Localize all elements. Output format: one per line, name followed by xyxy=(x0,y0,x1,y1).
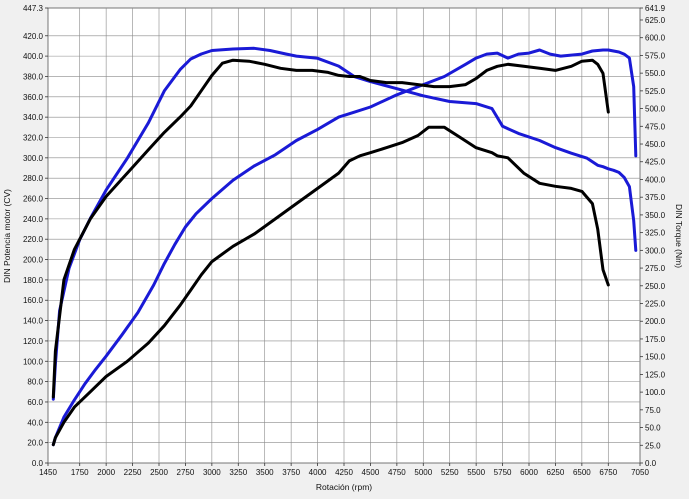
series-line-3 xyxy=(51,58,610,399)
y-right-tick-label: 500.0 xyxy=(645,105,666,114)
x-tick-label: 4750 xyxy=(388,468,406,477)
y-right-tick-label: 100.0 xyxy=(645,388,666,397)
y-right-tick-label: 25.0 xyxy=(645,441,661,450)
y-left-tick-label: 320.0 xyxy=(23,133,44,142)
y-right-tick-label: 250.0 xyxy=(645,282,666,291)
y-left-tick-label: 140.0 xyxy=(23,317,44,326)
x-axis-title: Rotación (rpm) xyxy=(316,482,372,492)
series-line-1 xyxy=(51,46,638,401)
y-right-tick-label: 625.0 xyxy=(645,16,666,25)
y-right-tick-label: 300.0 xyxy=(645,246,666,255)
y-left-tick-label: 60.0 xyxy=(27,398,43,407)
y-left-tick-label: 240.0 xyxy=(23,215,44,224)
x-tick-label: 1750 xyxy=(71,468,89,477)
y-right-tick-label: 150.0 xyxy=(645,353,666,362)
y-right-tick-label: 375.0 xyxy=(645,193,666,202)
y-left-tick-label: 280.0 xyxy=(23,174,44,183)
x-tick-label: 5000 xyxy=(414,468,432,477)
y-right-tick-label: 450.0 xyxy=(645,140,666,149)
x-tick-label: 3500 xyxy=(256,468,274,477)
x-tick-label: 2500 xyxy=(150,468,168,477)
x-tick-label: 4000 xyxy=(309,468,327,477)
x-tick-label: 2750 xyxy=(177,468,195,477)
y-left-tick-label: 400.0 xyxy=(23,52,44,61)
series-layer xyxy=(51,46,638,447)
y-right-axis-title: DIN Torque (Nm) xyxy=(674,204,684,268)
y-left-tick-label: 100.0 xyxy=(23,357,44,366)
y-left-tick-label: 380.0 xyxy=(23,72,44,81)
x-tick-label: 6000 xyxy=(520,468,538,477)
y-left-tick-label: 180.0 xyxy=(23,276,44,285)
x-tick-label: 3250 xyxy=(229,468,247,477)
y-right-tick-label: 225.0 xyxy=(645,300,666,309)
y-right-tick-label: 350.0 xyxy=(645,211,666,220)
series-line-4 xyxy=(51,125,610,447)
x-tick-label: 5750 xyxy=(494,468,512,477)
y-left-tick-label: 360.0 xyxy=(23,93,44,102)
y-right-tick-label: 175.0 xyxy=(645,335,666,344)
x-tick-label: 6500 xyxy=(573,468,591,477)
y-left-tick-label: 20.0 xyxy=(27,439,43,448)
y-left-tick-label: 260.0 xyxy=(23,195,44,204)
y-left-tick-label: 447.3 xyxy=(23,4,44,13)
x-tick-label: 4250 xyxy=(335,468,353,477)
y-right-tick-label: 275.0 xyxy=(645,264,666,273)
y-right-tick-label: 425.0 xyxy=(645,158,666,167)
y-left-tick-label: 40.0 xyxy=(27,418,43,427)
y-left-tick-label: 300.0 xyxy=(23,154,44,163)
x-tick-label: 2250 xyxy=(124,468,142,477)
x-tick-label: 5500 xyxy=(467,468,485,477)
x-tick-label: 4500 xyxy=(362,468,380,477)
x-tick-label: 3750 xyxy=(282,468,300,477)
y-left-tick-label: 120.0 xyxy=(23,337,44,346)
axis-layer: 1450 1750 2000 2250 2500 2750 3000 3250 3500 3750… xyxy=(23,4,666,477)
y-left-tick-label: 420.0 xyxy=(23,32,44,41)
series-line-2 xyxy=(51,48,638,447)
x-tick-label: 3000 xyxy=(203,468,221,477)
y-right-tick-label: 600.0 xyxy=(645,34,666,43)
x-tick-label: 6250 xyxy=(547,468,565,477)
y-left-tick-label: 340.0 xyxy=(23,113,44,122)
y-right-tick-label: 50.0 xyxy=(645,424,661,433)
y-right-tick-label: 550.0 xyxy=(645,69,666,78)
y-right-tick-label: 575.0 xyxy=(645,51,666,60)
y-right-tick-label: 75.0 xyxy=(645,406,661,415)
y-left-tick-label: 220.0 xyxy=(23,235,44,244)
y-left-tick-label: 200.0 xyxy=(23,256,44,265)
y-right-tick-label: 475.0 xyxy=(645,122,666,131)
y-right-tick-label: 325.0 xyxy=(645,229,666,238)
x-tick-label: 2000 xyxy=(97,468,115,477)
y-right-tick-label: 0.0 xyxy=(645,459,657,468)
y-right-tick-label: 641.9 xyxy=(645,4,666,13)
y-left-tick-label: 160.0 xyxy=(23,296,44,305)
y-right-tick-label: 400.0 xyxy=(645,175,666,184)
y-left-tick-label: 0.0 xyxy=(32,459,44,468)
y-left-tick-label: 80.0 xyxy=(27,378,43,387)
y-right-tick-label: 525.0 xyxy=(645,87,666,96)
y-right-tick-label: 200.0 xyxy=(645,317,666,326)
x-tick-label: 1450 xyxy=(39,468,57,477)
y-left-axis-title: DIN Potencia motor (CV) xyxy=(2,189,12,283)
x-tick-label: 5250 xyxy=(441,468,459,477)
y-right-tick-label: 125.0 xyxy=(645,370,666,379)
x-tick-label: 6750 xyxy=(599,468,617,477)
x-tick-label: 7050 xyxy=(631,468,649,477)
